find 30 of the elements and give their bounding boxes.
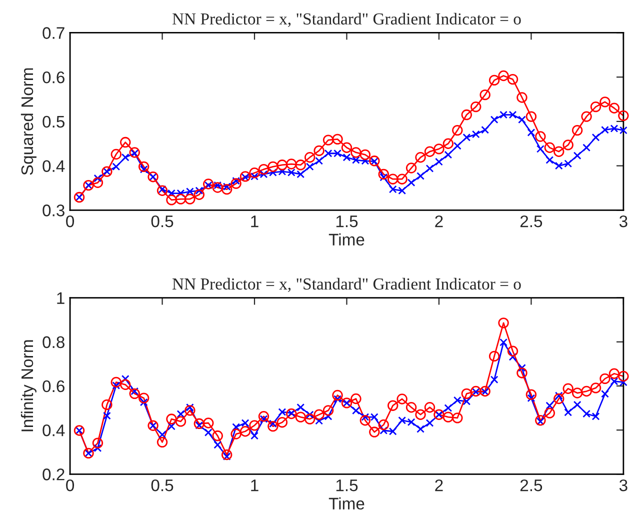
x-tick-label: 3 [619, 479, 628, 492]
y-tick-label: 0.7 [42, 27, 64, 39]
y-axis-title: Squared Norm [20, 68, 36, 175]
chart-title: NN Predictor = x, "Standard" Gradient Indicator = o [172, 12, 521, 27]
x-tick-label: 2.5 [520, 479, 542, 492]
y-tick-label: 0.2 [42, 468, 64, 480]
y-tick-label: 0.6 [42, 380, 64, 392]
y-tick-label: 0.3 [42, 204, 64, 216]
y-tick-label: 0.6 [42, 71, 64, 84]
x-tick-label: 0.5 [151, 479, 174, 492]
chart-title: NN Predictor = x, "Standard" Gradient Indicator = o [172, 278, 521, 292]
x-axis-title: Time [328, 233, 364, 246]
x-tick-label: 1.5 [336, 480, 358, 492]
y-tick-label: 0.4 [42, 160, 65, 172]
x-tick-label: 2 [435, 479, 443, 492]
x-tick-label: 1 [251, 480, 258, 492]
x-tick-label: 1.5 [336, 216, 358, 228]
x-tick-label: 0.5 [151, 215, 174, 228]
x-tick-label: 2 [435, 215, 443, 228]
x-tick-label: 2.5 [520, 215, 542, 228]
y-tick-label: 0.8 [42, 336, 64, 348]
y-axis-title: Infinity Norm [20, 340, 36, 432]
y-tick-label: 0.5 [42, 116, 64, 128]
x-tick-label: 0 [66, 215, 74, 228]
y-tick-label: 1 [57, 292, 64, 304]
x-tick-label: 0 [66, 479, 74, 492]
y-tick-label: 0.4 [42, 424, 65, 436]
x-axis-title: Time [328, 497, 364, 510]
x-tick-label: 1 [251, 216, 258, 228]
x-tick-label: 3 [619, 215, 628, 228]
